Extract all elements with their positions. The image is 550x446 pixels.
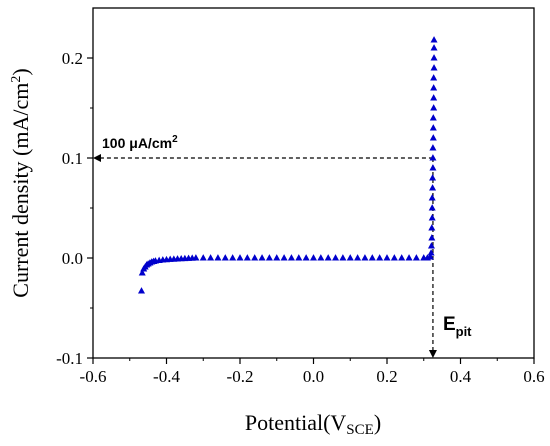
y-axis-title: Current density (mA/cm2)	[8, 68, 33, 297]
data-point	[430, 94, 438, 101]
data-point	[346, 254, 354, 261]
data-point	[273, 254, 281, 261]
x-tick-label: 0.6	[523, 367, 544, 386]
data-point	[138, 269, 146, 276]
data-point	[251, 254, 259, 261]
data-point	[280, 254, 288, 261]
data-point	[429, 124, 437, 131]
data-point	[428, 194, 436, 201]
data-point	[192, 254, 200, 261]
x-axis-title: Potential(VSCE)	[245, 410, 381, 438]
x-tick-label: -0.6	[80, 367, 107, 386]
data-point	[412, 254, 420, 261]
x-tick-label: -0.2	[227, 367, 254, 386]
data-point	[287, 254, 295, 261]
threshold-label-sup: 2	[172, 134, 178, 145]
y-tick-label: -0.1	[56, 349, 83, 368]
y-tick-label: 0.2	[62, 49, 83, 68]
data-point	[427, 242, 435, 249]
data-point	[229, 254, 237, 261]
data-point	[302, 254, 310, 261]
annotations: 100 μA/cm2 Epit	[93, 134, 472, 358]
y-axis-title-close: )	[8, 68, 33, 75]
data-point	[427, 249, 435, 256]
data-point	[199, 254, 207, 261]
data-point	[405, 254, 413, 261]
data-series	[138, 36, 438, 294]
data-point	[426, 253, 434, 260]
epit-label: Epit	[443, 314, 472, 339]
data-point	[430, 74, 438, 81]
data-point	[243, 254, 251, 261]
data-point	[265, 254, 273, 261]
epit-label-main: E	[443, 314, 456, 335]
data-point	[317, 254, 325, 261]
y-axis-title-main: Current density (mA/cm	[8, 83, 33, 298]
y-axis-ticks: -0.1 0.0 0.1 0.2	[56, 49, 93, 368]
data-point	[428, 234, 436, 241]
data-point	[138, 287, 146, 294]
data-point	[429, 184, 437, 191]
data-point	[354, 254, 362, 261]
y-axis-title-sup: 2	[9, 76, 24, 83]
data-point	[428, 204, 436, 211]
x-axis-title-main: Potential(V	[245, 410, 347, 435]
data-point	[390, 254, 398, 261]
data-point	[429, 144, 437, 151]
data-point	[339, 254, 347, 261]
data-point	[429, 154, 437, 161]
x-tick-label: -0.4	[153, 367, 180, 386]
data-point	[214, 254, 222, 261]
x-axis-title-sub: SCE	[346, 422, 374, 438]
data-point	[429, 134, 437, 141]
data-point	[430, 64, 438, 71]
data-point	[376, 254, 384, 261]
data-point	[430, 84, 438, 91]
data-point	[429, 164, 437, 171]
data-point	[236, 254, 244, 261]
y-tick-label: 0.0	[62, 249, 83, 268]
data-point	[429, 174, 437, 181]
x-axis-ticks: -0.6 -0.4 -0.2 0.0 0.2 0.4 0.6	[80, 358, 545, 386]
data-point	[221, 254, 229, 261]
data-point	[430, 54, 438, 61]
data-point	[428, 214, 436, 221]
data-point	[309, 254, 318, 261]
y-tick-label: 0.1	[62, 149, 83, 168]
data-point	[207, 254, 215, 261]
data-point	[398, 254, 406, 261]
data-point	[430, 104, 438, 111]
data-point	[368, 254, 376, 261]
data-point	[429, 114, 437, 121]
data-point	[295, 254, 303, 261]
data-point	[332, 254, 340, 261]
data-point	[361, 254, 369, 261]
x-tick-label: 0.2	[376, 367, 397, 386]
epit-label-sub: pit	[456, 324, 473, 339]
data-point	[258, 254, 266, 261]
data-point	[324, 254, 332, 261]
x-tick-label: 0.4	[450, 367, 472, 386]
data-point	[430, 44, 438, 51]
plot-frame	[92, 7, 535, 359]
data-point	[383, 254, 391, 261]
threshold-label: 100 μA/cm2	[102, 134, 178, 151]
threshold-label-main: 100 μA/cm	[102, 135, 172, 151]
x-axis-title-close: )	[374, 410, 381, 435]
x-tick-label: 0.0	[303, 367, 324, 386]
data-point	[428, 224, 436, 231]
data-point	[430, 36, 438, 43]
